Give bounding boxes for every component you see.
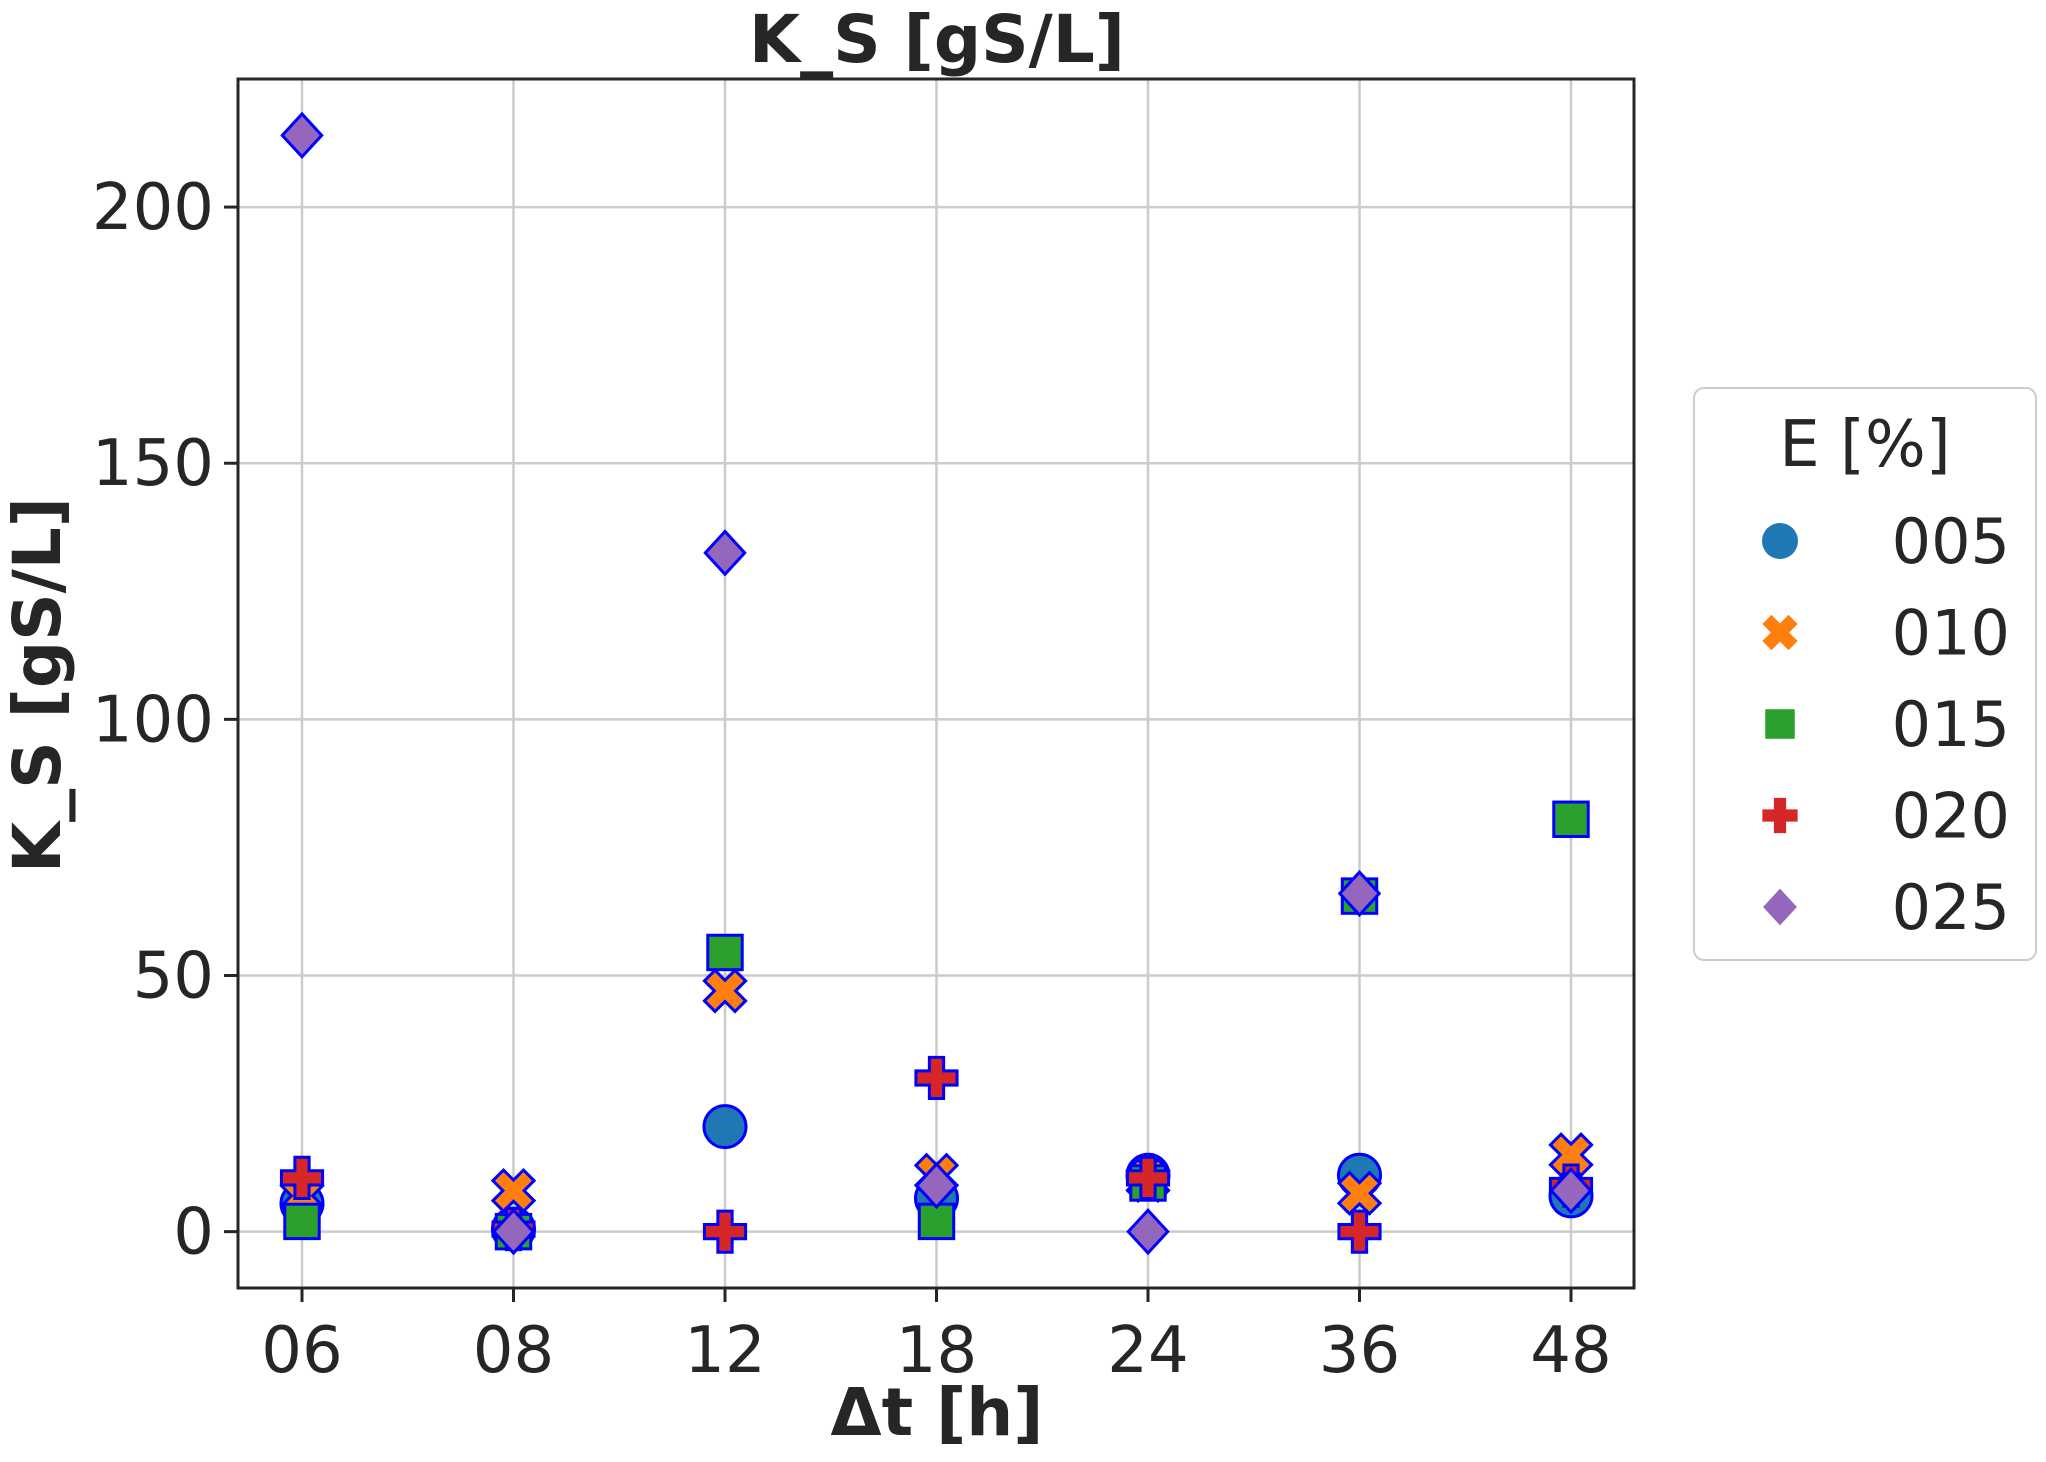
point-015-12 (706, 933, 744, 972)
y-tick-label: 150 (92, 427, 214, 501)
point-025-48 (1549, 1167, 1593, 1215)
point-025-06 (280, 111, 324, 159)
x-tick-label: 08 (473, 1314, 554, 1388)
legend-items: 005 010 015 020 025 (1762, 505, 2010, 944)
legend-label-015: 015 (1892, 688, 2010, 761)
x-tick-label: 36 (1319, 1314, 1400, 1388)
point-025-24 (1126, 1208, 1170, 1256)
point-020-18 (914, 1055, 959, 1101)
point-020-06 (279, 1155, 325, 1200)
legend-label-005: 005 (1892, 505, 2010, 578)
legend-item-010: 010 (1762, 597, 2010, 670)
x-tick-label: 06 (261, 1314, 342, 1388)
x-axis-label: Δt [h] (831, 1374, 1044, 1451)
point-025-18 (914, 1161, 959, 1210)
x-tick-label: 12 (684, 1314, 765, 1388)
legend-item-005: 005 (1762, 505, 2010, 578)
legend-marker-010 (1762, 614, 1798, 651)
x-tick-label: 48 (1530, 1314, 1611, 1388)
y-tick-label: 50 (133, 940, 214, 1014)
legend-label-010: 010 (1892, 597, 2010, 670)
legend-label-020: 020 (1892, 780, 2010, 853)
point-010-48 (1548, 1132, 1594, 1178)
legend: E [%] 005 010 015 020 025 (1693, 387, 2037, 961)
legend-item-015: 015 (1765, 688, 2010, 761)
y-tick-label: 0 (173, 1196, 214, 1270)
point-025-08 (491, 1208, 536, 1256)
ticks: 06 08 12 18 24 36 48 0 50 100 150 200 (92, 171, 1612, 1388)
y-tick-label: 200 (92, 171, 214, 245)
legend-label-025: 025 (1892, 871, 2010, 944)
legend-title: E [%] (1779, 408, 1951, 482)
point-015-06 (283, 1202, 321, 1241)
legend-marker-025 (1763, 888, 1797, 926)
legend-marker-015 (1765, 709, 1795, 739)
y-axis-label: K_S [gS/L] (0, 497, 76, 873)
legend-marker-020 (1762, 797, 1798, 834)
series-025 (280, 111, 1593, 1256)
plot-frame (236, 77, 1636, 1290)
point-020-36 (1337, 1209, 1382, 1254)
chart-title: K_S [gS/L] (749, 1, 1125, 78)
point-020-24 (1125, 1155, 1171, 1200)
grid (238, 79, 1634, 1288)
legend-item-020: 020 (1762, 780, 2010, 853)
point-015-18 (917, 1202, 956, 1241)
x-tick-label: 18 (896, 1314, 977, 1388)
data-points (279, 111, 1594, 1256)
point-005-12 (702, 1104, 748, 1150)
point-025-36 (1337, 869, 1382, 918)
y-tick-label: 100 (92, 683, 214, 757)
x-tick-label: 24 (1107, 1314, 1188, 1388)
point-015-48 (1552, 800, 1590, 838)
legend-marker-005 (1762, 523, 1798, 559)
legend-item-025: 025 (1763, 871, 2010, 944)
point-020-12 (702, 1209, 748, 1254)
point-010-36 (1336, 1170, 1383, 1216)
point-010-08 (490, 1167, 537, 1214)
point-025-12 (703, 529, 747, 577)
